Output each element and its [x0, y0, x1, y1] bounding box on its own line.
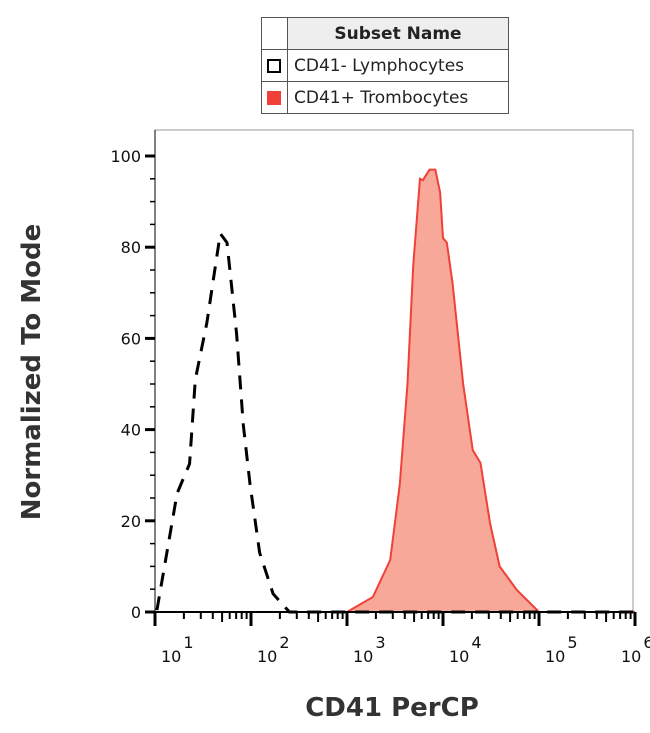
x-tick-label: 104 [449, 633, 482, 666]
x-tick-label: 103 [353, 633, 386, 666]
y-tick-label: 80 [121, 238, 141, 257]
lymphocytes-line [155, 229, 635, 614]
y-axis-title: Normalized To Mode [17, 224, 47, 521]
x-tick-label: 101 [161, 633, 194, 666]
legend-swatch-outline [267, 58, 281, 73]
legend-label: CD41+ Trombocytes [287, 81, 509, 114]
legend-swatch-filled [267, 90, 281, 105]
y-tick-label: 0 [131, 603, 141, 622]
legend-entry: CD41- Lymphocytes [261, 49, 509, 82]
x-tick-label: 102 [257, 633, 290, 666]
legend-header: Subset Name [287, 17, 509, 50]
y-tick-label: 20 [121, 512, 141, 531]
legend: Subset Name CD41- Lymphocytes CD41+ Trom… [261, 17, 509, 114]
y-tick-label: 60 [121, 329, 141, 348]
trombocytes-line [155, 168, 635, 613]
y-tick-label: 100 [110, 147, 141, 166]
y-tick-label: 40 [121, 421, 141, 440]
x-axis-title: CD41 PerCP [305, 693, 479, 723]
x-tick-label: 106 [621, 633, 650, 666]
trombocytes-area [155, 169, 635, 612]
legend-label: CD41- Lymphocytes [287, 49, 509, 82]
legend-entry: CD41+ Trombocytes [261, 81, 509, 114]
x-tick-label: 105 [545, 633, 578, 666]
